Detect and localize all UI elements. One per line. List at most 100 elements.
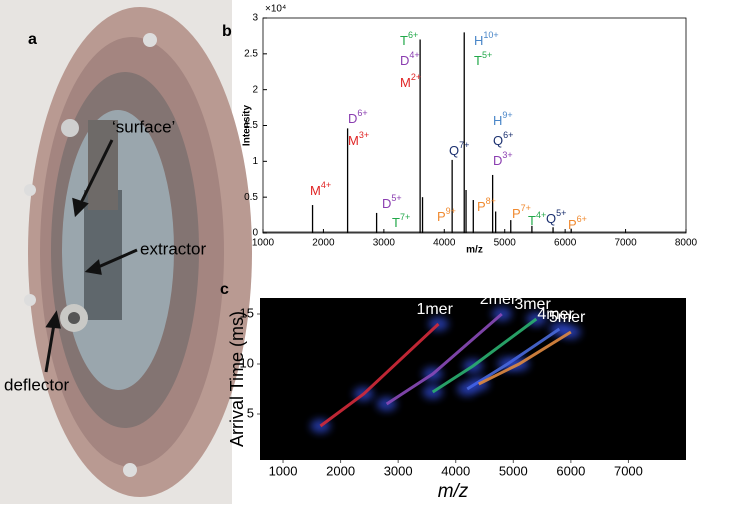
ion-name: P [568, 217, 577, 232]
ion-charge: 3+ [502, 150, 512, 160]
trend-line [431, 317, 538, 394]
ion-label: Q7+ [449, 140, 469, 158]
panel-label: c [220, 281, 229, 298]
ion-charge: 4+ [321, 180, 331, 190]
ion-name: D [400, 53, 409, 68]
ion-charge: 5+ [556, 208, 566, 218]
series-label: 5mer [549, 309, 586, 326]
ion-name: Q [493, 133, 503, 148]
ion-label: P9+ [437, 206, 456, 224]
trend-line [385, 312, 503, 406]
series-label: 4mer [537, 306, 574, 323]
panel-label: b [222, 23, 232, 40]
y-tick-label: 0.5 [244, 192, 258, 203]
x-tick-label: 5000 [499, 463, 528, 478]
plot-frame [262, 17, 687, 234]
y-tick-label: 0 [252, 228, 258, 239]
ion-label: D6+ [348, 108, 368, 126]
x-tick-label: 4000 [441, 463, 470, 478]
ion-charge: 2+ [411, 72, 421, 82]
x-tick-label: 1000 [269, 463, 298, 478]
ion-name: Q [449, 143, 459, 158]
ion-label: T7+ [392, 212, 410, 230]
panel-label: a [28, 31, 37, 48]
ion-name: D [493, 153, 502, 168]
trend-line [478, 330, 572, 386]
ion-label: Q6+ [493, 130, 513, 148]
x-tick-label: 8000 [675, 238, 698, 249]
ion-name: T [400, 33, 408, 48]
ion-name: P [477, 199, 486, 214]
x-tick-label: 6000 [554, 238, 577, 249]
ion-charge: 7+ [400, 212, 410, 222]
ion-charge: 6+ [408, 30, 418, 40]
ion-charge: 7+ [521, 203, 531, 213]
ion-label: D5+ [382, 193, 402, 211]
ion-label: H10+ [474, 30, 499, 48]
ion-charge: 6+ [357, 108, 367, 118]
ion-name: H [474, 33, 483, 48]
x-tick-label: 3000 [384, 463, 413, 478]
ion-name: M [348, 133, 359, 148]
annotation: deflector [4, 375, 70, 394]
ion-label: D3+ [493, 150, 513, 168]
series-label: 3mer [514, 296, 551, 313]
ion-name: Q [546, 211, 556, 226]
x-tick-label: 7000 [614, 463, 643, 478]
ion-label: T4+ [528, 210, 546, 228]
x-axis-label: m/z [438, 481, 469, 502]
y-tick-label: 2.5 [244, 48, 258, 59]
ion-label: D4+ [400, 50, 420, 68]
annotation: ‘surface’ [112, 117, 175, 136]
ion-label: M2+ [400, 72, 421, 90]
ion-name: H [493, 113, 502, 128]
ion-name: T [392, 215, 400, 230]
ion-label: M4+ [310, 180, 331, 198]
ion-charge: 6+ [503, 130, 513, 140]
y-multiplier: ×10⁴ [265, 4, 286, 15]
ion-label: P6+ [568, 214, 587, 232]
x-axis-label: m/z [466, 245, 483, 256]
x-tick-label: 7000 [614, 238, 637, 249]
y-tick-label: 15 [240, 305, 254, 320]
x-tick-label: 6000 [556, 463, 585, 478]
x-tick-label: 2000 [312, 238, 335, 249]
ion-name: P [512, 206, 521, 221]
ion-charge: 4+ [409, 50, 419, 60]
ion-label: P7+ [512, 203, 531, 221]
ion-name: D [348, 111, 357, 126]
y-tick-label: 5 [247, 405, 254, 420]
y-tick-label: 1 [252, 156, 258, 167]
y-tick-label: 3 [252, 13, 258, 24]
x-tick-label: 2000 [326, 463, 355, 478]
x-tick-label: 5000 [494, 238, 517, 249]
ion-charge: 8+ [486, 196, 496, 206]
ion-name: P [437, 209, 446, 224]
y-tick-label: 1.5 [244, 120, 258, 131]
ion-name: T [528, 213, 536, 228]
y-axis-label: Intensity [242, 105, 253, 147]
ion-charge: 4+ [536, 210, 546, 220]
x-tick-label: 1000 [252, 238, 275, 249]
ion-label: Q5+ [546, 208, 566, 226]
ion-label: P8+ [477, 196, 496, 214]
ion-name: T [474, 53, 482, 68]
trend-line [319, 322, 440, 428]
ion-charge: 7+ [459, 140, 469, 150]
ion-label: M3+ [348, 130, 369, 148]
ion-charge: 5+ [391, 193, 401, 203]
ion-label: T5+ [474, 50, 492, 68]
ion-charge: 9+ [446, 206, 456, 216]
series-label: 1mer [416, 301, 453, 318]
x-tick-label: 4000 [433, 238, 456, 249]
y-tick-label: 10 [240, 355, 254, 370]
annotation: extractor [140, 239, 206, 258]
ion-charge: 9+ [502, 110, 512, 120]
series-label: 2mer [480, 291, 517, 308]
ion-charge: 10+ [483, 30, 498, 40]
ion-charge: 5+ [482, 50, 492, 60]
ion-label: T6+ [400, 30, 418, 48]
y-axis-label: Arrival Time (ms) [227, 311, 247, 447]
ion-charge: 3+ [359, 130, 369, 140]
